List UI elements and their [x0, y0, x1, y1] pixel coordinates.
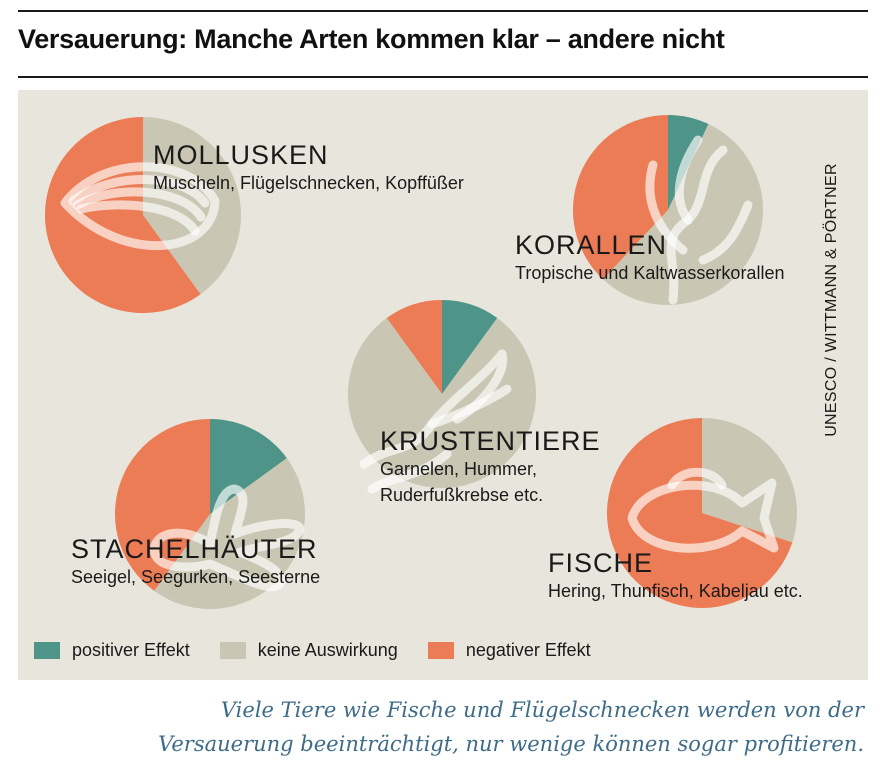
- caption-line-1: Viele Tiere wie Fische und Flügelschneck…: [220, 698, 864, 722]
- chart-title: Versauerung: Manche Arten kommen klar – …: [18, 24, 725, 54]
- pie-slice-negative: [44, 117, 201, 313]
- clam-icon: [60, 162, 220, 250]
- group-label-mollusken: MOLLUSKEN Muscheln, Flügelschnecken, Kop…: [153, 140, 464, 196]
- legend-item-neutral: keine Auswirkung: [219, 639, 398, 661]
- coral-icon: [645, 135, 753, 305]
- top-rule: [18, 10, 868, 12]
- group-subtitle: Muscheln, Flügelschnecken, Kopffüßer: [153, 173, 464, 193]
- group-label-korallen: KORALLEN Tropische und Kaltwasserkoralle…: [515, 230, 784, 286]
- pie-slice-positive: [442, 300, 498, 394]
- pie-slice-neutral: [702, 418, 797, 543]
- pie-slice-negative: [386, 300, 442, 394]
- legend-swatch-neutral: [219, 641, 246, 659]
- title-rule: [18, 76, 868, 78]
- group-name: MOLLUSKEN: [153, 140, 329, 170]
- legend-label: positiver Effekt: [72, 639, 190, 660]
- legend-swatch-positive: [34, 641, 60, 659]
- legend-swatch-negative: [427, 641, 454, 659]
- group-subtitle: Seeigel, Seegurken, Seesterne: [71, 567, 321, 587]
- group-label-fische: FISCHE Hering, Thunfisch, Kabeljau etc.: [548, 548, 803, 604]
- source-credit: UNESCO / WITTMANN & PÖRTNER: [823, 163, 840, 437]
- group-label-krustentiere: KRUSTENTIERE Garnelen, Hummer, Ruderfußk…: [380, 426, 601, 508]
- group-name: KORALLEN: [515, 230, 668, 260]
- pie-slice-negative: [573, 115, 668, 280]
- legend-label: negativer Effekt: [465, 639, 591, 660]
- group-subtitle: Ruderfußkrebse etc.: [380, 485, 544, 505]
- legend-item-positive: positiver Effekt: [34, 640, 190, 661]
- pie-slice-negative: [114, 419, 210, 591]
- chart-panel: MOLLUSKEN Muscheln, Flügelschnecken, Kop…: [18, 90, 868, 680]
- starfish-icon: [150, 484, 305, 592]
- group-name: STACHELHÄUTER: [71, 534, 318, 564]
- group-subtitle: Garnelen, Hummer,: [380, 459, 538, 479]
- group-label-stachelhaeuter: STACHELHÄUTER Seeigel, Seegurken, Seeste…: [71, 534, 320, 590]
- legend-item-negative: negativer Effekt: [427, 639, 591, 661]
- caption-line-2: Versauerung beeinträchtigt, nur wenige k…: [158, 732, 864, 756]
- fish-icon: [627, 467, 779, 553]
- lobster-claw-icon: [359, 349, 512, 494]
- legend: positiver Effekt keine Auswirkung negati…: [34, 638, 621, 662]
- legend-label: keine Auswirkung: [257, 639, 398, 660]
- group-subtitle: Hering, Thunfisch, Kabeljau etc.: [548, 581, 803, 601]
- group-subtitle: Tropische und Kaltwasserkorallen: [515, 263, 785, 283]
- group-name: FISCHE: [548, 548, 654, 578]
- group-name: KRUSTENTIERE: [380, 426, 601, 456]
- pie-chart-svg: [44, 115, 797, 610]
- pie-slice-negative: [607, 418, 793, 608]
